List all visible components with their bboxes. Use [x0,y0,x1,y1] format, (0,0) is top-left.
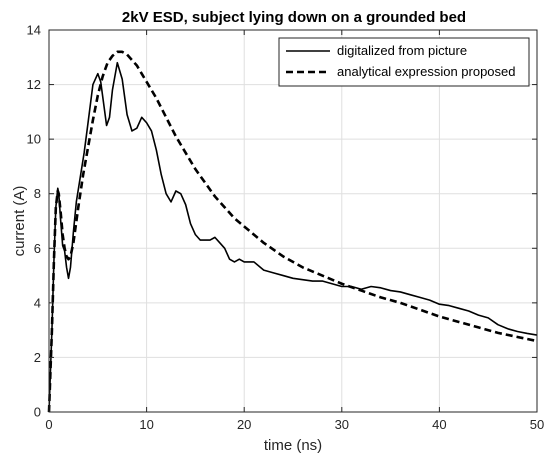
x-tick-label: 20 [237,417,251,432]
x-tick-label: 0 [45,417,52,432]
chart-title: 2kV ESD, subject lying down on a grounde… [122,9,466,26]
legend-label-analytical: analytical expression proposed [337,64,516,79]
grid [48,29,538,413]
x-axis-label: time (ns) [264,437,322,454]
y-tick-label: 0 [34,405,41,420]
y-tick-label: 8 [34,186,41,201]
x-tick-label: 40 [432,417,446,432]
y-axis-label: current (A) [11,186,28,257]
tick-group: 0 10 20 30 40 50 0 2 4 6 8 10 12 14 [27,23,545,433]
x-tick-label: 30 [335,417,349,432]
y-tick-label: 14 [27,23,41,38]
legend: digitalized from picture analytical expr… [278,37,530,87]
series-line-analytical [47,50,538,413]
plot-frame [48,29,538,413]
series-group [47,50,538,413]
y-tick-label: 4 [34,295,41,310]
y-tick-label: 6 [34,241,41,256]
legend-label-digitalized: digitalized from picture [337,43,467,58]
y-tick-label: 2 [34,350,41,365]
x-tick-label: 50 [530,417,544,432]
legend-box [278,37,530,87]
y-tick-label: 10 [27,132,41,147]
y-tick-label: 12 [27,77,41,92]
series-line-digitalized [48,61,538,413]
x-tick-label: 10 [139,417,153,432]
